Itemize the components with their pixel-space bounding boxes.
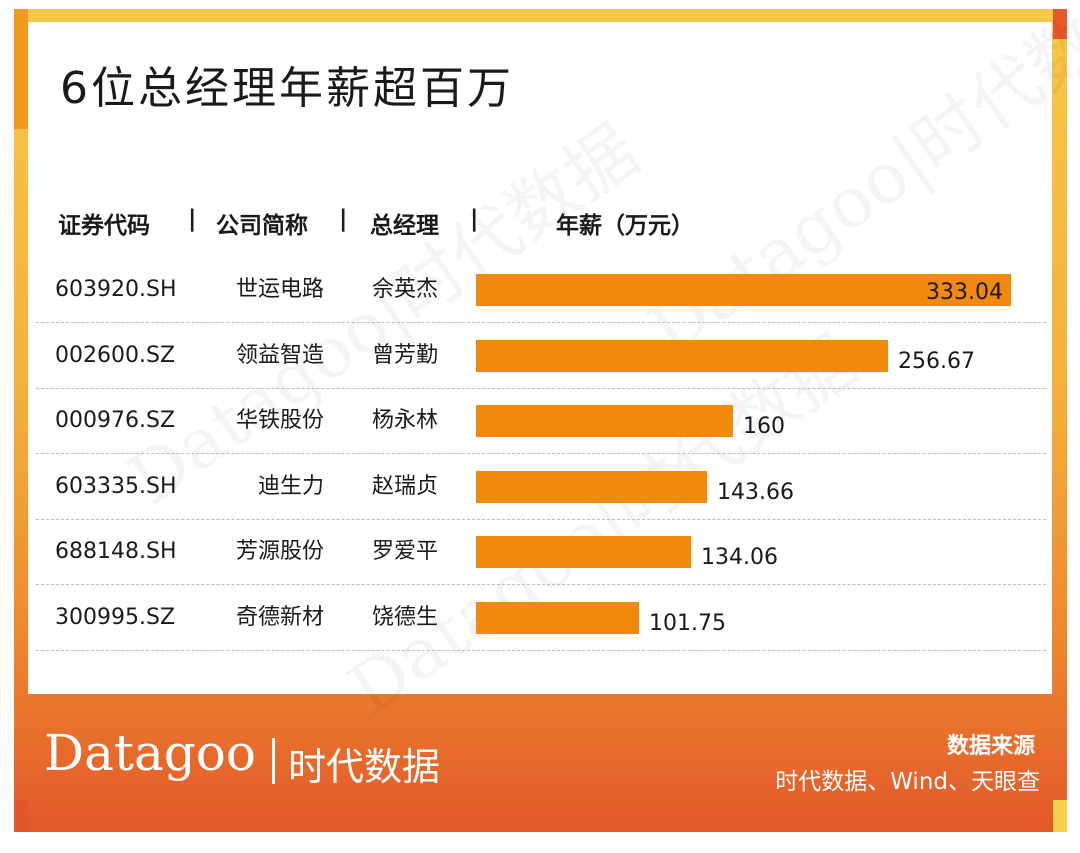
row-company: 领益智造 [235, 343, 324, 368]
row-company: 华铁股份 [235, 408, 324, 433]
bar [476, 471, 707, 503]
row-divider [36, 650, 1046, 651]
row-divider [36, 519, 1046, 520]
row-code: 688148.SH [55, 539, 177, 564]
row-divider [36, 322, 1046, 323]
row-code: 603920.SH [55, 277, 177, 302]
row-divider [36, 388, 1046, 389]
bar-value-label: 101.75 [649, 611, 726, 636]
bar [476, 602, 639, 634]
frame-accent [1053, 9, 1067, 39]
source-title: 数据来源 [946, 734, 1035, 759]
frame-accent [14, 9, 28, 129]
bar [476, 536, 691, 568]
row-code: 300995.SZ [55, 605, 176, 630]
row-divider [36, 453, 1046, 454]
frame-accent [1053, 800, 1067, 832]
row-company: 奇德新材 [235, 605, 324, 630]
bar-value-label: 333.04 [926, 280, 1003, 305]
row-manager: 罗爱平 [372, 539, 439, 564]
bar [476, 340, 888, 372]
row-code: 000976.SZ [55, 408, 176, 433]
row-manager: 饶德生 [372, 605, 439, 630]
header-separator: | [339, 206, 348, 232]
brand-separator [272, 738, 275, 784]
source-text: 时代数据、Wind、天眼查 [775, 769, 1040, 795]
row-company: 芳源股份 [235, 539, 324, 564]
header-gm: 总经理 [370, 213, 439, 239]
brand-logo-cn: 时代数据 [288, 745, 441, 789]
bar [476, 274, 1011, 306]
row-manager: 杨永林 [372, 408, 439, 433]
row-code: 002600.SZ [55, 343, 176, 368]
bar [476, 405, 733, 437]
bar-value-label: 143.66 [717, 480, 794, 505]
row-divider [36, 584, 1046, 585]
header-salary: 年薪（万元） [556, 213, 694, 239]
table-header: 证券代码 | 公司简称 | 总经理 | 年薪（万元） [0, 206, 1080, 242]
row-manager: 佘英杰 [372, 277, 439, 302]
header-code: 证券代码 [58, 213, 150, 239]
row-code: 603335.SH [55, 474, 177, 499]
row-company: 迪生力 [257, 474, 324, 499]
header-separator: | [470, 206, 479, 232]
row-company: 世运电路 [235, 277, 324, 302]
row-manager: 曾芳勤 [372, 343, 439, 368]
bar-value-label: 160 [743, 414, 785, 439]
header-separator: | [188, 206, 197, 232]
chart-title: 6位总经理年薪超百万 [60, 63, 514, 114]
bar-value-label: 134.06 [701, 545, 778, 570]
header-company: 公司简称 [216, 213, 308, 239]
frame-accent [14, 800, 28, 832]
bar-value-label: 256.67 [898, 349, 975, 374]
row-manager: 赵瑞贞 [372, 474, 439, 499]
brand-logo: Datagoo [44, 724, 257, 782]
